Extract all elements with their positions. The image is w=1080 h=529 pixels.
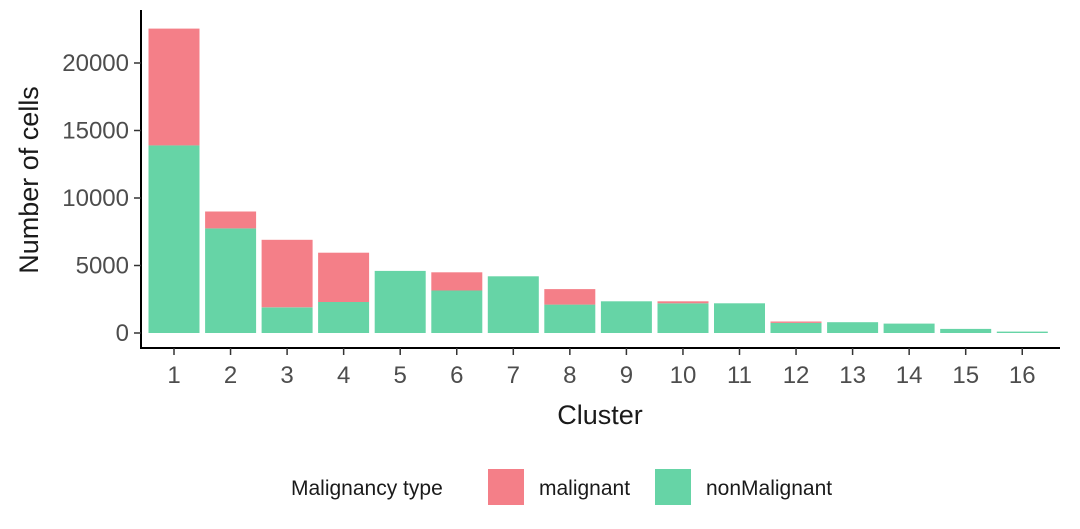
- x-tick-label: 16: [1009, 362, 1036, 389]
- bar-nonMalignant-cluster-8: [544, 304, 596, 333]
- bar-nonMalignant-cluster-5: [374, 270, 426, 333]
- y-tick-label: 0: [116, 320, 129, 347]
- bar-malignant-cluster-8: [544, 289, 596, 305]
- x-tick-label: 14: [896, 362, 923, 389]
- x-tick-label: 2: [224, 362, 237, 389]
- legend-label-malignant: malignant: [539, 477, 630, 500]
- bar-malignant-cluster-6: [431, 272, 483, 291]
- x-axis-title: Cluster: [557, 400, 643, 430]
- bar-nonMalignant-cluster-13: [827, 322, 879, 333]
- x-tick-label: 3: [280, 362, 293, 389]
- x-tick-label: 4: [337, 362, 350, 389]
- bar-nonMalignant-cluster-7: [487, 276, 539, 333]
- y-ticks: 0 5000 10000 15000 20000: [62, 50, 141, 347]
- bar-nonMalignant-cluster-16: [996, 331, 1048, 333]
- bar-nonMalignant-cluster-1: [148, 145, 200, 333]
- bar-malignant-cluster-12: [770, 321, 822, 323]
- y-tick-label: 5000: [76, 253, 129, 280]
- legend: Malignancy type malignant nonMalignant: [291, 469, 832, 505]
- x-tick-label: 8: [563, 362, 576, 389]
- bars-group: [148, 28, 1048, 333]
- bar-nonMalignant-cluster-14: [883, 323, 935, 333]
- x-tick-label: 13: [839, 362, 866, 389]
- x-tick-label: 9: [620, 362, 633, 389]
- x-tick-label: 1: [167, 362, 180, 389]
- x-tick-label: 12: [783, 362, 810, 389]
- x-tick-label: 11: [727, 362, 752, 389]
- x-tick-label: 10: [670, 362, 697, 389]
- bar-nonMalignant-cluster-15: [940, 328, 992, 333]
- legend-swatch-nonMalignant: [655, 469, 691, 505]
- y-tick-label: 10000: [62, 185, 129, 212]
- legend-swatch-malignant: [488, 469, 524, 505]
- bar-nonMalignant-cluster-4: [318, 301, 370, 333]
- y-axis-title: Number of cells: [14, 86, 44, 274]
- x-tick-label: 5: [394, 362, 407, 389]
- bar-malignant-cluster-1: [148, 28, 200, 146]
- bar-malignant-cluster-3: [261, 239, 313, 308]
- bar-nonMalignant-cluster-12: [770, 322, 822, 333]
- legend-items: malignant nonMalignant: [488, 469, 832, 505]
- bar-nonMalignant-cluster-6: [431, 290, 483, 333]
- legend-title: Malignancy type: [291, 477, 443, 500]
- x-tick-label: 6: [450, 362, 463, 389]
- bar-nonMalignant-cluster-11: [714, 303, 765, 333]
- bar-nonMalignant-cluster-10: [657, 303, 709, 333]
- legend-label-nonMalignant: nonMalignant: [706, 477, 832, 500]
- y-tick-label: 20000: [62, 50, 129, 77]
- bar-nonMalignant-cluster-3: [261, 307, 313, 333]
- x-tick-label: 15: [952, 362, 979, 389]
- bar-nonMalignant-cluster-9: [600, 301, 652, 333]
- bar-malignant-cluster-4: [318, 252, 370, 302]
- bar-nonMalignant-cluster-2: [205, 228, 257, 333]
- x-tick-label: 7: [507, 362, 520, 389]
- bar-malignant-cluster-2: [205, 211, 257, 229]
- y-tick-label: 15000: [62, 118, 129, 145]
- x-ticks: 1 2 3 4 5 6 7 8 9 10 11 12 13 14 15 16: [167, 348, 1036, 389]
- bar-malignant-cluster-10: [657, 301, 709, 304]
